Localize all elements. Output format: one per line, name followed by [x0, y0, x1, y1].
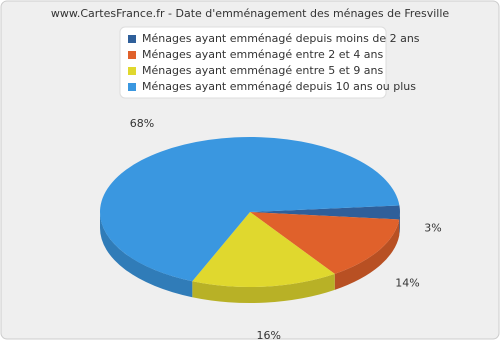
data-label: 3%: [424, 222, 441, 235]
legend-label: Ménages ayant emménagé entre 5 et 9 ans: [142, 64, 384, 77]
legend-swatch: [128, 67, 136, 75]
slice-side: [334, 219, 400, 290]
slice: [192, 212, 335, 288]
data-label: 68%: [130, 117, 154, 130]
data-label: 14%: [395, 276, 419, 289]
slice-side: [399, 212, 400, 236]
legend-label: Ménages ayant emménagé depuis 10 ans ou …: [142, 80, 416, 93]
slice-side: [100, 212, 193, 298]
legend-swatch: [128, 83, 136, 91]
legend-label: Ménages ayant emménagé entre 2 et 4 ans: [142, 48, 384, 61]
slice-side: [192, 273, 335, 303]
legend-swatch: [128, 35, 136, 43]
legend-swatch: [128, 51, 136, 59]
slice: [250, 205, 400, 220]
legend: [119, 26, 387, 99]
slice: [250, 212, 400, 274]
slice: [100, 137, 400, 282]
data-label: 16%: [257, 329, 281, 340]
chart-title: www.CartesFrance.fr - Date d'emménagemen…: [51, 7, 450, 20]
legend-label: Ménages ayant emménagé depuis moins de 2…: [142, 32, 420, 45]
